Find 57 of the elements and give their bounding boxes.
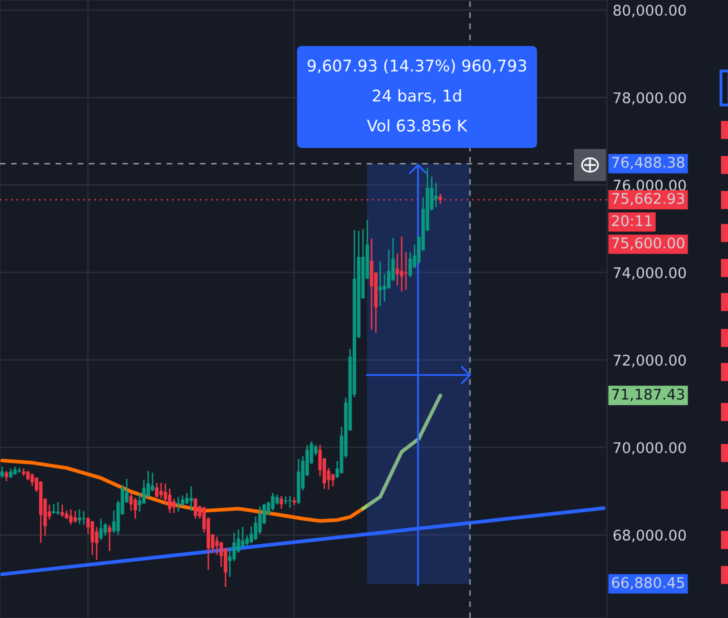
candlestick [180, 494, 184, 507]
y-tick-label: 76,000.00 [614, 180, 686, 192]
candlestick [378, 260, 382, 307]
candlestick [60, 504, 64, 518]
candlestick [194, 497, 198, 520]
candlestick [99, 518, 103, 541]
y-tick-label: 72,000.00 [614, 354, 686, 368]
candlestick [82, 510, 86, 526]
candlestick [215, 536, 219, 556]
text: 71,187.43 [612, 388, 684, 402]
annotation: 9,607.93 (14.37%) 960,793 [308, 59, 526, 74]
ref-line-label: 75,662.93 [612, 192, 684, 206]
candlestick [404, 252, 408, 291]
candlestick [185, 492, 189, 505]
y-tick-label: 80,000.00 [614, 4, 686, 18]
ref-line-label: 76,488.38 [612, 156, 684, 170]
text: 20:11 [612, 215, 652, 226]
text: 66,880.45 [612, 577, 684, 590]
candlestick [275, 494, 279, 506]
candlestick [250, 526, 254, 544]
candlestick [78, 508, 82, 525]
candlestick [189, 486, 193, 512]
candlestick [232, 532, 236, 562]
candlestick [280, 495, 284, 510]
y-tick-label: 68,000.00 [614, 530, 686, 542]
candlestick [30, 472, 34, 487]
text: 75,600.00 [612, 237, 684, 250]
line-series [361, 394, 442, 510]
candlestick [4, 470, 8, 482]
annotation: Vol 63.856 K [366, 119, 468, 132]
candlestick [69, 508, 73, 526]
candlestick [172, 498, 176, 514]
candlestick [396, 252, 400, 286]
candlestick [271, 492, 275, 512]
candlestick [56, 501, 60, 516]
candlestick [240, 526, 244, 549]
candlestick [400, 236, 404, 292]
candlestick [155, 482, 159, 498]
candlestick [284, 496, 288, 505]
y-tick-label: 70,000.00 [614, 442, 686, 455]
candlestick [331, 472, 335, 488]
candlestick [134, 497, 138, 520]
candlestick [164, 483, 168, 505]
candlestick [108, 524, 112, 552]
candlestick [18, 466, 22, 474]
candlestick [90, 520, 94, 556]
candlestick [52, 503, 56, 515]
candlestick [434, 182, 438, 208]
annotation: 24 bars, 1d [372, 89, 461, 104]
candlestick [0, 466, 4, 479]
candlestick [26, 470, 30, 481]
candlestick [168, 488, 172, 514]
candlestick [382, 273, 386, 302]
y-tick-label: 74,000.00 [614, 267, 686, 280]
y-tick-label: 78,000.00 [614, 92, 686, 105]
candlestick [73, 510, 77, 524]
candlestick [288, 495, 292, 508]
